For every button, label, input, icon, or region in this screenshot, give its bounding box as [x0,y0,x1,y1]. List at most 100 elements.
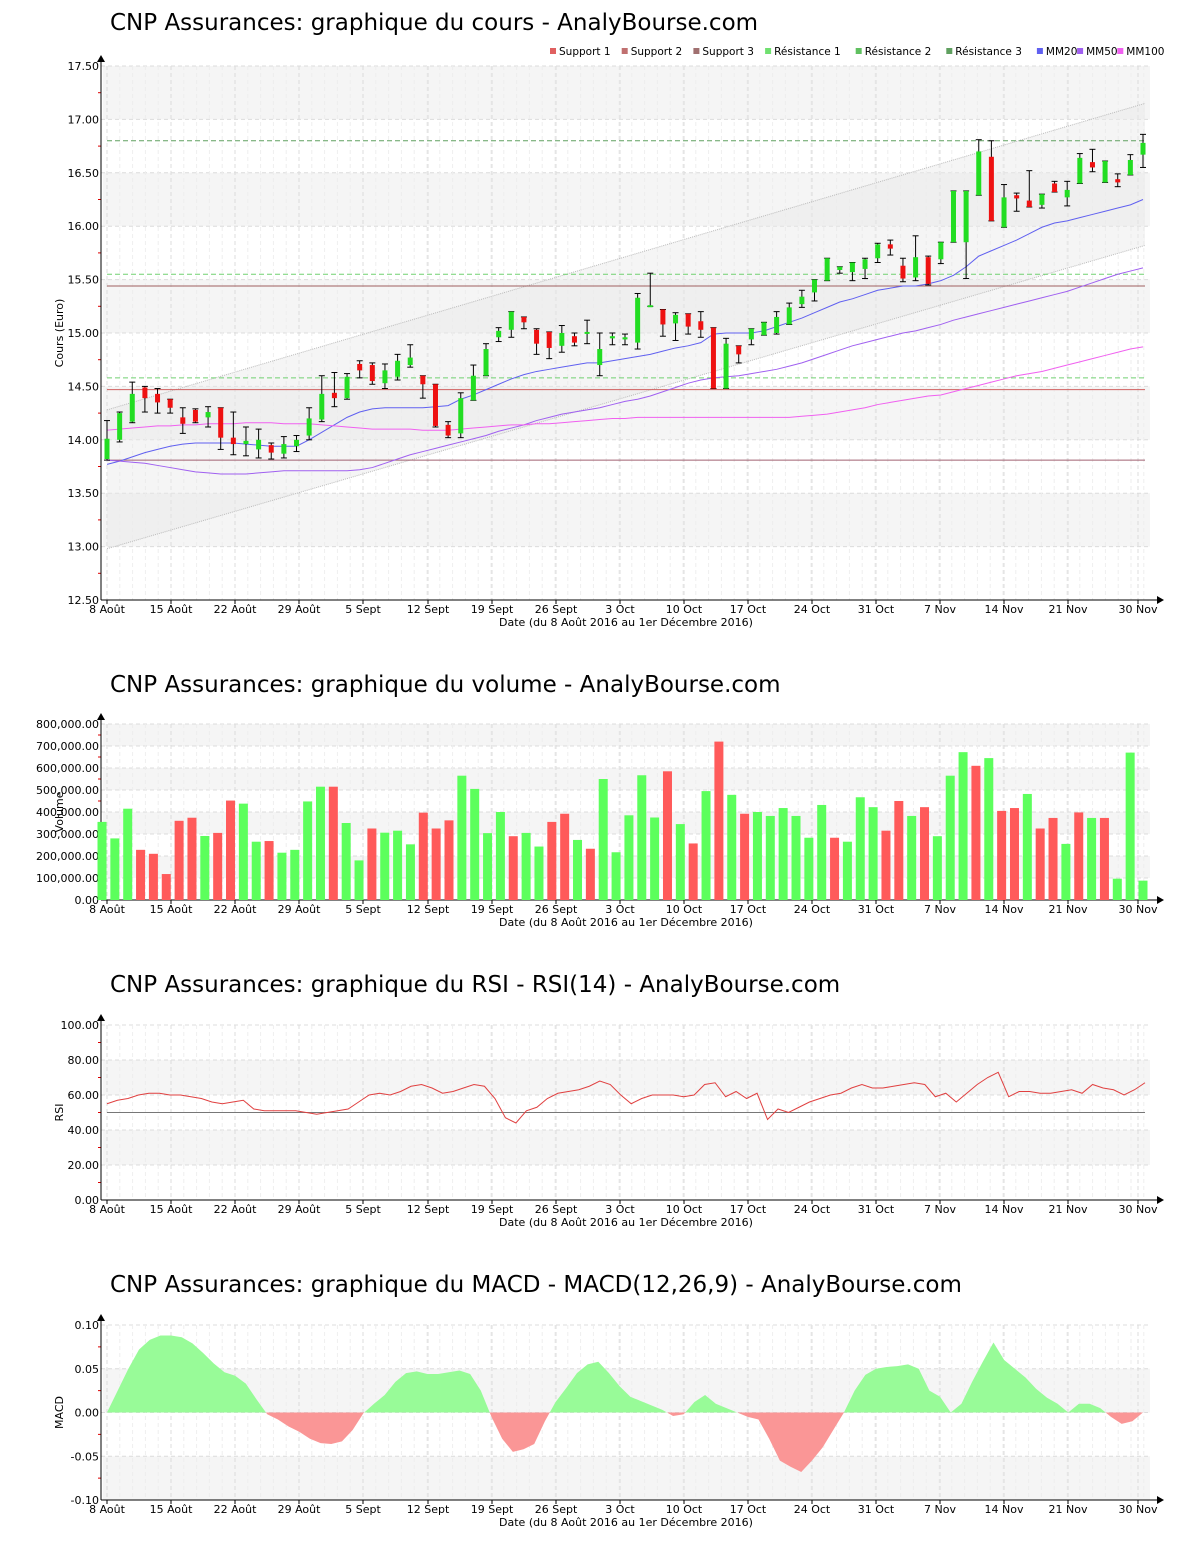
svg-text:80.00: 80.00 [68,1054,100,1067]
rsi-chart: 0.00 20.00 40.00 60.00 80.00 100.00 8 Août 15 A… [53,1014,1164,1229]
svg-text:22 Août: 22 Août [214,1503,258,1516]
volume-chart: 0.00 100,000.00 200,000.00 300,000.00 400,00… [36,713,1164,929]
svg-text:30 Nov: 30 Nov [1119,1203,1158,1216]
svg-text:14 Nov: 14 Nov [985,1503,1024,1516]
svg-text:13.50: 13.50 [68,487,100,500]
svg-text:26 Sept: 26 Sept [535,903,578,916]
rsi-chart-title: CNP Assurances: graphique du RSI - RSI(1… [110,972,841,998]
svg-text:12 Sept: 12 Sept [407,903,450,916]
svg-text:12.50: 12.50 [68,594,100,607]
svg-text:5 Sept: 5 Sept [345,603,381,616]
svg-text:5 Sept: 5 Sept [345,1503,381,1516]
svg-text:700,000.00: 700,000.00 [36,740,99,753]
svg-text:500,000.00: 500,000.00 [36,784,99,797]
svg-text:24 Oct: 24 Oct [794,903,831,916]
svg-text:21 Nov: 21 Nov [1049,1203,1088,1216]
svg-text:8 Août: 8 Août [89,1203,126,1216]
svg-text:22 Août: 22 Août [214,903,258,916]
svg-text:16.50: 16.50 [68,167,100,180]
svg-text:17 Oct: 17 Oct [730,1503,767,1516]
svg-text:10 Oct: 10 Oct [666,903,703,916]
svg-text:Cours (Euro): Cours (Euro) [53,299,66,368]
svg-text:10 Oct: 10 Oct [666,1503,703,1516]
svg-text:24 Oct: 24 Oct [794,1203,831,1216]
svg-text:21 Nov: 21 Nov [1049,1503,1088,1516]
svg-text:RSI: RSI [53,1104,66,1122]
svg-text:Support 2: Support 2 [631,46,683,58]
svg-text:19 Sept: 19 Sept [471,1203,514,1216]
svg-text:26 Sept: 26 Sept [535,1203,578,1216]
price-chart-title: CNP Assurances: graphique du cours - Ana… [110,10,759,36]
svg-text:12 Sept: 12 Sept [407,1503,450,1516]
svg-text:15 Août: 15 Août [150,1503,194,1516]
svg-text:200,000.00: 200,000.00 [36,850,99,863]
svg-text:100,000.00: 100,000.00 [36,872,99,885]
svg-text:24 Oct: 24 Oct [794,603,831,616]
volume-chart-title: CNP Assurances: graphique du volume - An… [110,672,781,698]
svg-text:Résistance 3: Résistance 3 [955,46,1022,58]
svg-text:0.00: 0.00 [75,1407,100,1420]
svg-text:Résistance 2: Résistance 2 [865,46,932,58]
svg-text:29 Août: 29 Août [278,1203,322,1216]
svg-text:MM50: MM50 [1086,46,1117,58]
price-chart: 12.50 13.00 13.50 14.00 14.50 15.00 15.50 16.00… [53,46,1164,629]
svg-text:8 Août: 8 Août [89,903,126,916]
svg-text:7 Nov: 7 Nov [924,903,956,916]
svg-text:300,000.00: 300,000.00 [36,828,99,841]
svg-text:14.00: 14.00 [68,434,100,447]
svg-text:17 Oct: 17 Oct [730,603,767,616]
svg-text:31 Oct: 31 Oct [858,903,895,916]
svg-text:3 Oct: 3 Oct [605,603,635,616]
svg-text:Support 3: Support 3 [702,46,754,58]
svg-text:MM20: MM20 [1046,46,1077,58]
svg-text:19 Sept: 19 Sept [471,903,514,916]
svg-text:30 Nov: 30 Nov [1119,1503,1158,1516]
svg-text:29 Août: 29 Août [278,603,322,616]
svg-text:29 Août: 29 Août [278,1503,322,1516]
svg-text:16.00: 16.00 [68,220,100,233]
svg-text:7 Nov: 7 Nov [924,603,956,616]
svg-text:19 Sept: 19 Sept [471,1503,514,1516]
svg-text:14 Nov: 14 Nov [985,603,1024,616]
svg-text:Date (du 8 Août 2016 au 1er Dé: Date (du 8 Août 2016 au 1er Décembre 201… [499,616,753,629]
svg-text:26 Sept: 26 Sept [535,1503,578,1516]
svg-text:8 Août: 8 Août [89,1503,126,1516]
macd-chart-title: CNP Assurances: graphique du MACD - MACD… [110,1272,962,1298]
svg-text:5 Sept: 5 Sept [345,1203,381,1216]
svg-text:24 Oct: 24 Oct [794,1503,831,1516]
svg-text:Résistance 1: Résistance 1 [774,46,841,58]
svg-text:12 Sept: 12 Sept [407,603,450,616]
svg-text:15 Août: 15 Août [150,903,194,916]
svg-text:15 Août: 15 Août [150,1203,194,1216]
svg-text:Volume: Volume [53,791,66,832]
svg-text:29 Août: 29 Août [278,903,322,916]
svg-text:14.50: 14.50 [68,380,100,393]
svg-text:600,000.00: 600,000.00 [36,762,99,775]
svg-text:14 Nov: 14 Nov [985,903,1024,916]
svg-text:0.00: 0.00 [75,894,100,907]
svg-text:15.50: 15.50 [68,274,100,287]
svg-text:12 Sept: 12 Sept [407,1203,450,1216]
svg-text:MM100: MM100 [1126,46,1164,58]
svg-text:13.00: 13.00 [68,541,100,554]
svg-text:15.00: 15.00 [68,327,100,340]
svg-text:17 Oct: 17 Oct [730,1203,767,1216]
svg-text:Date (du 8 Août 2016 au 1er Dé: Date (du 8 Août 2016 au 1er Décembre 201… [499,916,753,929]
svg-text:MACD: MACD [53,1396,66,1429]
svg-text:-0.10: -0.10 [71,1494,99,1507]
svg-text:7 Nov: 7 Nov [924,1503,956,1516]
svg-text:-0.05: -0.05 [71,1450,99,1463]
svg-text:400,000.00: 400,000.00 [36,806,99,819]
svg-text:30 Nov: 30 Nov [1119,603,1158,616]
svg-text:Date (du 8 Août 2016 au 1er Dé: Date (du 8 Août 2016 au 1er Décembre 201… [499,1216,753,1229]
svg-text:21 Nov: 21 Nov [1049,903,1088,916]
macd-chart: -0.10 -0.05 0.00 0.05 0.10 8 Août 15 Août 22 Ao… [53,1314,1164,1529]
svg-text:17.00: 17.00 [68,113,100,126]
svg-text:31 Oct: 31 Oct [858,1503,895,1516]
svg-text:10 Oct: 10 Oct [666,1203,703,1216]
svg-text:0.05: 0.05 [75,1363,100,1376]
svg-text:17.50: 17.50 [68,60,100,73]
svg-text:17 Oct: 17 Oct [730,903,767,916]
svg-text:60.00: 60.00 [68,1089,100,1102]
